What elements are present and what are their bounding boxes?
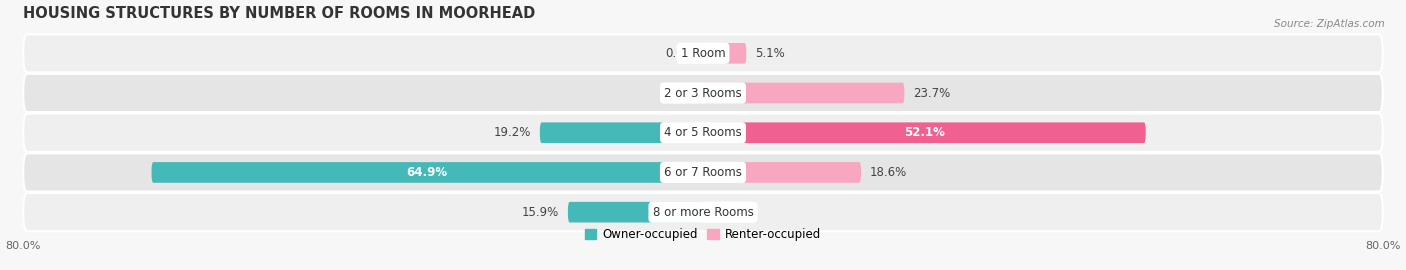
Text: 0.47%: 0.47%	[716, 206, 752, 219]
Legend: Owner-occupied, Renter-occupied: Owner-occupied, Renter-occupied	[585, 228, 821, 241]
Text: 18.6%: 18.6%	[869, 166, 907, 179]
FancyBboxPatch shape	[703, 162, 860, 183]
FancyBboxPatch shape	[152, 162, 703, 183]
Text: 15.9%: 15.9%	[522, 206, 560, 219]
FancyBboxPatch shape	[703, 83, 904, 103]
Text: 6 or 7 Rooms: 6 or 7 Rooms	[664, 166, 742, 179]
FancyBboxPatch shape	[540, 122, 703, 143]
Text: 64.9%: 64.9%	[406, 166, 449, 179]
FancyBboxPatch shape	[703, 202, 707, 222]
FancyBboxPatch shape	[703, 43, 747, 64]
FancyBboxPatch shape	[24, 193, 1382, 231]
FancyBboxPatch shape	[24, 34, 1382, 72]
Text: 1 Room: 1 Room	[681, 47, 725, 60]
Text: 0.0%: 0.0%	[665, 47, 695, 60]
FancyBboxPatch shape	[703, 122, 1146, 143]
Text: 8 or more Rooms: 8 or more Rooms	[652, 206, 754, 219]
Text: 52.1%: 52.1%	[904, 126, 945, 139]
Text: Source: ZipAtlas.com: Source: ZipAtlas.com	[1274, 19, 1385, 29]
Text: 5.1%: 5.1%	[755, 47, 785, 60]
Text: 4 or 5 Rooms: 4 or 5 Rooms	[664, 126, 742, 139]
Text: 2 or 3 Rooms: 2 or 3 Rooms	[664, 86, 742, 100]
Text: 23.7%: 23.7%	[912, 86, 950, 100]
Text: 19.2%: 19.2%	[494, 126, 531, 139]
FancyBboxPatch shape	[24, 114, 1382, 152]
Text: 0.0%: 0.0%	[665, 86, 695, 100]
FancyBboxPatch shape	[24, 74, 1382, 112]
FancyBboxPatch shape	[24, 153, 1382, 191]
Text: HOUSING STRUCTURES BY NUMBER OF ROOMS IN MOORHEAD: HOUSING STRUCTURES BY NUMBER OF ROOMS IN…	[24, 6, 536, 21]
FancyBboxPatch shape	[568, 202, 703, 222]
